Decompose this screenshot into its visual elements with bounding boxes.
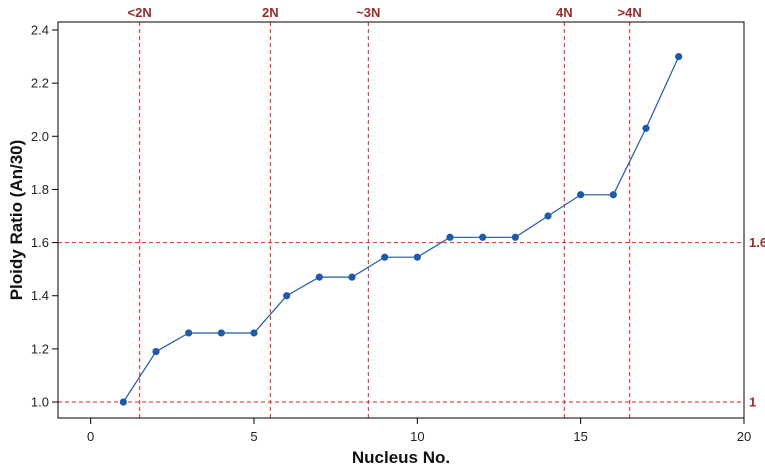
series-line [122, 56, 680, 403]
data-point [577, 191, 585, 199]
data-point [250, 329, 258, 337]
data-point [413, 253, 421, 261]
plot-frame [57, 21, 745, 419]
data-point [217, 329, 225, 337]
data-point [185, 329, 193, 337]
data-point [348, 273, 356, 281]
data-point [315, 273, 323, 281]
data-point [609, 191, 617, 199]
y-tick-label: 1.0 [31, 395, 49, 410]
data-point [511, 233, 519, 241]
vertical-reference-label: 2N [262, 5, 279, 20]
y-tick-label: 1.2 [31, 341, 49, 356]
horizontal-reference-label: 1 [749, 395, 756, 410]
y-tick-label: 2.2 [31, 76, 49, 91]
data-point [479, 233, 487, 241]
data-point [152, 347, 160, 356]
data-point [119, 398, 127, 406]
vertical-reference-label: >4N [618, 5, 642, 20]
vertical-reference-label: 4N [556, 5, 573, 20]
data-point [675, 52, 683, 61]
y-tick-label: 1.8 [31, 182, 49, 197]
reference-lines [58, 22, 744, 418]
data-point [544, 212, 552, 220]
data-point [642, 124, 650, 132]
x-tick-label: 0 [87, 429, 94, 444]
axes [52, 21, 745, 424]
x-tick-label: 10 [410, 429, 424, 444]
y-tick-label: 1.6 [31, 235, 49, 250]
x-tick-label: 5 [250, 429, 257, 444]
x-axis-title: Nucleus No. [352, 448, 450, 467]
data-series [119, 52, 683, 406]
horizontal-reference-label: 1.6 [749, 235, 765, 250]
y-tick-label: 2.0 [31, 129, 49, 144]
x-tick-label: 20 [737, 429, 751, 444]
y-axis-title: Ploidy Ratio (An/30) [7, 140, 26, 301]
x-tick-label: 15 [573, 429, 587, 444]
y-tick-label: 2.4 [31, 22, 49, 37]
y-tick-label: 1.4 [31, 288, 49, 303]
data-point [283, 292, 291, 300]
data-point [446, 233, 454, 241]
axis-labels: Nucleus No. Ploidy Ratio (An/30) 0 5 10 15 2… [7, 5, 765, 467]
data-point [381, 253, 389, 261]
vertical-reference-label: ~3N [356, 5, 380, 20]
vertical-reference-label: <2N [128, 5, 152, 20]
